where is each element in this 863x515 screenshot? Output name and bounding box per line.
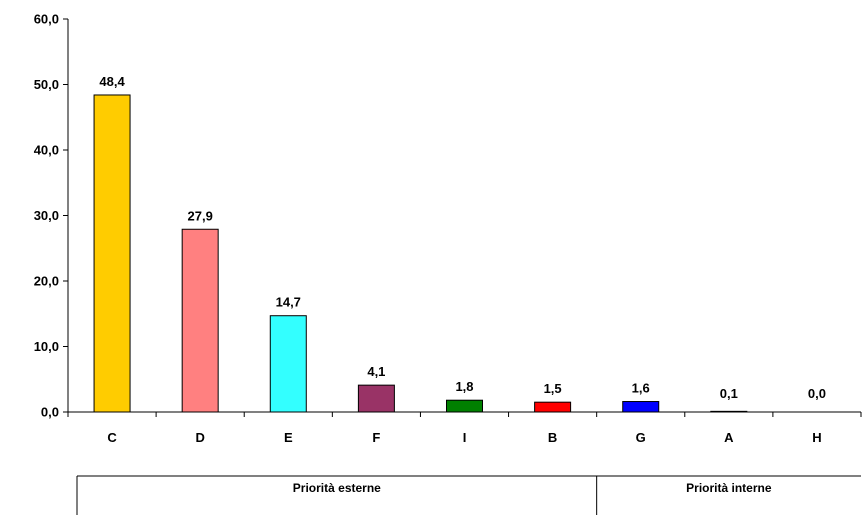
category-label-A: A <box>724 430 734 445</box>
y-tick-label: 0,0 <box>41 405 59 420</box>
category-label-F: F <box>372 430 380 445</box>
data-label-F: 4,1 <box>367 364 385 379</box>
y-tick-label: 30,0 <box>34 208 59 223</box>
data-label-E: 14,7 <box>276 295 301 310</box>
y-tick-label: 60,0 <box>34 12 59 27</box>
category-label-D: D <box>195 430 204 445</box>
data-label-I: 1,8 <box>455 379 473 394</box>
group-table: Priorità esterne Priorità interne <box>76 475 861 515</box>
bar-I <box>446 399 483 413</box>
category-label-I: I <box>463 430 467 445</box>
data-label-A: 0,1 <box>720 386 738 401</box>
bar-D <box>181 228 219 413</box>
labels: 48,4 C 27,9 D 14,7 E 4,1 F 1,8 I 1,5 B 1,6 G 0,1 A 0,0 H <box>99 74 826 445</box>
data-label-G: 1,6 <box>632 381 650 396</box>
data-label-D: 27,9 <box>188 208 213 223</box>
bar-E <box>269 315 307 413</box>
bar-G <box>622 401 660 413</box>
axes: 0,0 10,0 20,0 30,0 40,0 50,0 60,0 <box>34 12 862 420</box>
data-label-H: 0,0 <box>808 386 826 401</box>
category-label-H: H <box>812 430 821 445</box>
y-tick-label: 20,0 <box>34 274 59 289</box>
data-label-C: 48,4 <box>99 74 125 89</box>
category-label-B: B <box>548 430 557 445</box>
category-label-E: E <box>284 430 293 445</box>
y-tick-label: 10,0 <box>34 339 59 354</box>
y-tick-label: 40,0 <box>34 143 59 158</box>
bar-B <box>534 401 572 413</box>
y-tick-label: 50,0 <box>34 77 59 92</box>
bar-C <box>93 94 131 413</box>
group-label-0: Priorità esterne <box>293 481 381 495</box>
bar-A <box>710 410 748 413</box>
data-label-B: 1,5 <box>544 381 562 396</box>
category-label-C: C <box>107 430 117 445</box>
bar-F <box>357 384 395 413</box>
bars <box>93 94 748 413</box>
group-label-1: Priorità interne <box>686 481 772 495</box>
category-label-G: G <box>636 430 646 445</box>
